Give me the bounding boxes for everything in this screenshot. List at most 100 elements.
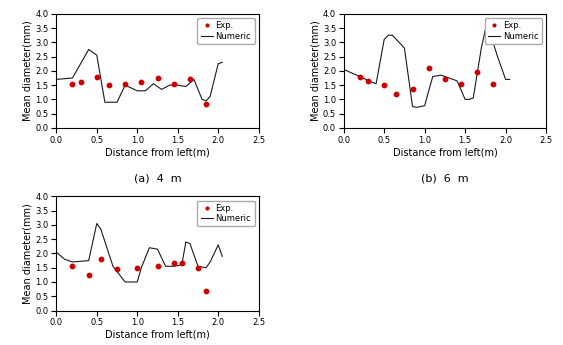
Exp. bbox=[133, 265, 142, 270]
Numeric bbox=[401, 46, 408, 50]
Numeric bbox=[53, 250, 60, 254]
Numeric bbox=[381, 37, 387, 41]
Exp. bbox=[137, 79, 146, 85]
Numeric bbox=[93, 221, 100, 226]
Numeric bbox=[186, 241, 193, 246]
Numeric bbox=[138, 266, 145, 270]
Numeric bbox=[154, 247, 161, 251]
Line: Numeric: Numeric bbox=[56, 224, 222, 282]
Exp. bbox=[68, 81, 77, 87]
Numeric bbox=[478, 46, 485, 50]
Numeric bbox=[195, 264, 202, 268]
Numeric bbox=[340, 67, 347, 71]
Numeric bbox=[93, 53, 100, 57]
Numeric bbox=[86, 258, 92, 263]
Numeric bbox=[445, 76, 452, 80]
Numeric bbox=[150, 82, 157, 86]
Numeric bbox=[207, 95, 213, 99]
Exp. bbox=[424, 65, 433, 71]
Y-axis label: Mean diameter(mm): Mean diameter(mm) bbox=[23, 20, 33, 121]
Line: Numeric: Numeric bbox=[343, 29, 510, 107]
Numeric bbox=[122, 280, 128, 284]
Y-axis label: Mean diameter(mm): Mean diameter(mm) bbox=[310, 20, 320, 121]
Numeric bbox=[114, 100, 120, 104]
Numeric bbox=[134, 280, 141, 284]
Numeric bbox=[122, 83, 128, 87]
Numeric bbox=[470, 96, 477, 100]
Numeric bbox=[437, 73, 444, 77]
Numeric bbox=[482, 27, 489, 31]
Exp. bbox=[440, 77, 449, 82]
Exp. bbox=[84, 272, 93, 278]
Exp. bbox=[153, 75, 162, 81]
Numeric bbox=[373, 82, 379, 86]
Numeric bbox=[61, 257, 68, 261]
Text: (b)  6  m: (b) 6 m bbox=[421, 174, 469, 184]
Numeric bbox=[203, 266, 209, 270]
Exp. bbox=[153, 264, 162, 269]
Numeric bbox=[182, 240, 189, 244]
Numeric bbox=[421, 104, 428, 108]
Text: (a)  4  m: (a) 4 m bbox=[133, 174, 181, 184]
Numeric bbox=[190, 77, 197, 81]
Exp. bbox=[185, 77, 194, 82]
Exp. bbox=[169, 261, 178, 266]
Exp. bbox=[355, 74, 364, 79]
Numeric bbox=[506, 77, 513, 81]
X-axis label: Distance from left(m): Distance from left(m) bbox=[392, 147, 497, 157]
Numeric bbox=[215, 243, 222, 247]
Numeric bbox=[494, 55, 501, 59]
Exp. bbox=[457, 81, 466, 87]
Numeric bbox=[466, 97, 472, 101]
Numeric bbox=[178, 263, 185, 267]
Numeric bbox=[413, 105, 420, 109]
Numeric bbox=[53, 77, 60, 81]
Numeric bbox=[97, 227, 104, 231]
Numeric bbox=[369, 80, 376, 84]
Exp. bbox=[177, 261, 186, 266]
Numeric bbox=[171, 264, 177, 268]
X-axis label: Distance from left(m): Distance from left(m) bbox=[105, 330, 210, 340]
Numeric bbox=[69, 260, 76, 264]
Numeric bbox=[215, 62, 222, 66]
Exp. bbox=[169, 81, 178, 87]
Numeric bbox=[219, 254, 226, 258]
Exp. bbox=[76, 79, 85, 85]
Exp. bbox=[379, 82, 388, 88]
Numeric bbox=[207, 260, 213, 264]
Numeric bbox=[134, 89, 141, 93]
Legend: Exp., Numeric: Exp., Numeric bbox=[197, 200, 254, 226]
Numeric bbox=[182, 85, 189, 89]
Numeric bbox=[409, 105, 416, 109]
Numeric bbox=[101, 100, 108, 104]
Numeric bbox=[69, 76, 76, 80]
Numeric bbox=[502, 77, 509, 81]
Legend: Exp., Numeric: Exp., Numeric bbox=[197, 18, 254, 44]
Exp. bbox=[104, 82, 113, 88]
X-axis label: Distance from left(m): Distance from left(m) bbox=[105, 147, 210, 157]
Numeric bbox=[385, 33, 392, 37]
Numeric bbox=[356, 75, 363, 79]
Numeric bbox=[486, 29, 493, 33]
Numeric bbox=[146, 246, 153, 250]
Y-axis label: Mean diameter(mm): Mean diameter(mm) bbox=[23, 203, 33, 304]
Exp. bbox=[113, 266, 122, 272]
Numeric bbox=[389, 33, 396, 37]
Exp. bbox=[364, 78, 373, 83]
Numeric bbox=[430, 75, 436, 79]
Numeric bbox=[199, 97, 205, 101]
Numeric bbox=[219, 60, 226, 65]
Numeric bbox=[86, 47, 92, 51]
Exp. bbox=[392, 91, 401, 97]
Numeric bbox=[203, 99, 209, 103]
Numeric bbox=[462, 97, 468, 101]
Numeric bbox=[425, 89, 432, 93]
Numeric bbox=[166, 83, 173, 87]
Numeric bbox=[162, 264, 169, 268]
Exp. bbox=[194, 265, 203, 270]
Exp. bbox=[96, 256, 105, 262]
Numeric bbox=[158, 87, 165, 91]
Numeric bbox=[175, 83, 181, 87]
Exp. bbox=[473, 70, 482, 75]
Numeric bbox=[454, 79, 461, 83]
